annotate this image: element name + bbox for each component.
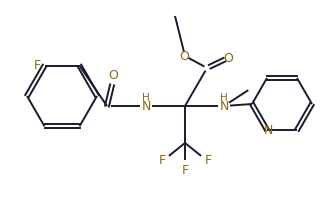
Text: O: O — [223, 51, 233, 65]
Text: O: O — [108, 69, 118, 81]
Text: O: O — [179, 50, 189, 62]
Text: F: F — [181, 165, 189, 177]
Text: F: F — [204, 153, 212, 166]
Text: N: N — [263, 124, 273, 138]
Text: N: N — [219, 100, 229, 112]
Text: F: F — [159, 153, 165, 166]
Text: H: H — [220, 93, 228, 103]
Text: F: F — [34, 59, 41, 72]
Text: H: H — [142, 93, 150, 103]
Text: N: N — [141, 100, 151, 112]
